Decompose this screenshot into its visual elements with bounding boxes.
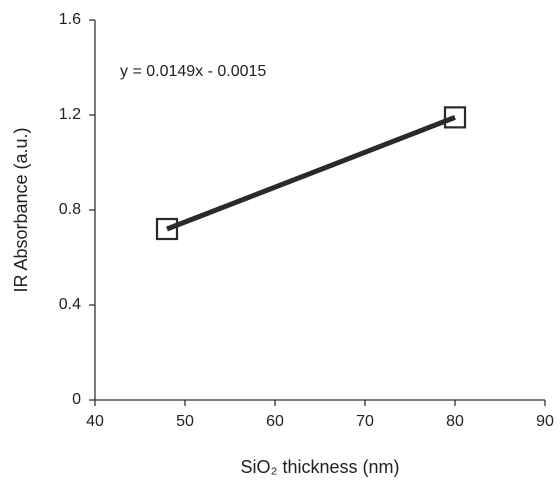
x-tick-label: 40 xyxy=(86,413,104,430)
y-axis-label: IR Absorbance (a.u.) xyxy=(11,127,31,292)
y-tick-label: 1.6 xyxy=(59,11,81,28)
x-axis-label: SiO₂ thickness (nm) xyxy=(240,457,399,477)
data-point xyxy=(155,217,179,241)
x-tick-label: 80 xyxy=(446,413,464,430)
annotation: y = 0.0149x - 0.0015 xyxy=(120,63,266,80)
y-tick-label: 0 xyxy=(72,391,81,408)
x-tick-label: 70 xyxy=(356,413,374,430)
x-tick-label: 60 xyxy=(266,413,284,430)
data-point xyxy=(443,106,467,129)
y-tick-label: 0.8 xyxy=(59,201,81,218)
data-line xyxy=(166,115,456,232)
x-tick-label: 50 xyxy=(176,413,194,430)
x-tick-label: 90 xyxy=(536,413,554,430)
y-tick-label: 1.2 xyxy=(59,106,81,123)
y-tick-label: 0.4 xyxy=(59,296,81,313)
